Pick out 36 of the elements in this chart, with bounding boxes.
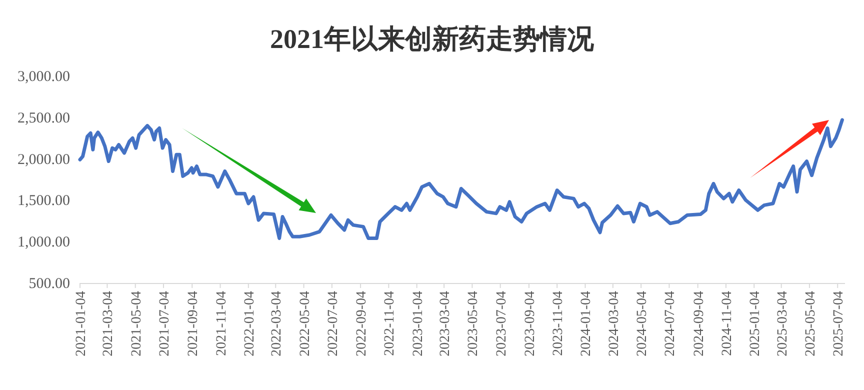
chart-title: 2021年以来创新药走势情况 bbox=[270, 24, 595, 54]
y-tick-label: 2,500.00 bbox=[18, 110, 70, 126]
y-tick-label: 2,000.00 bbox=[18, 152, 70, 168]
x-tick-label: 2022-03-04 bbox=[270, 291, 285, 356]
x-tick-label: 2022-09-04 bbox=[354, 291, 370, 356]
x-tick-label: 2023-09-04 bbox=[522, 291, 538, 356]
y-tick-label: 3,000.00 bbox=[18, 69, 70, 85]
x-tick-label: 2021-11-04 bbox=[214, 291, 230, 356]
x-tick-label: 2025-07-04 bbox=[832, 291, 847, 356]
x-tick-label: 2025-03-04 bbox=[775, 291, 790, 356]
x-tick-label: 2025-05-04 bbox=[803, 291, 818, 356]
x-tick-label: 2024-07-04 bbox=[663, 291, 678, 356]
x-tick-label: 2022-01-04 bbox=[242, 291, 258, 356]
x-tick-label: 2024-09-04 bbox=[692, 291, 707, 356]
x-tick-label: 2024-05-04 bbox=[635, 291, 650, 356]
y-tick-label: 1,000.00 bbox=[18, 234, 70, 251]
x-tick-label: 2024-01-04 bbox=[579, 291, 594, 356]
x-tick-label: 2021-01-04 bbox=[74, 291, 89, 356]
x-tick-label: 2021-07-04 bbox=[158, 291, 173, 356]
x-tick-label: 2021-09-04 bbox=[186, 291, 202, 356]
x-tick-label: 2021-03-04 bbox=[101, 291, 116, 356]
x-tick-label: 2025-01-04 bbox=[748, 291, 764, 356]
y-tick-label: 1,500.00 bbox=[18, 193, 70, 210]
x-tick-label: 2023-07-04 bbox=[494, 291, 510, 356]
line-series bbox=[78, 118, 844, 240]
x-tick-label: 2022-11-04 bbox=[382, 291, 398, 356]
y-tick-label: 500.00 bbox=[28, 276, 70, 292]
x-tick-label: 2022-07-04 bbox=[326, 291, 341, 356]
x-tick-label: 2023-01-04 bbox=[410, 291, 426, 356]
x-tick-label: 2023-11-04 bbox=[551, 291, 566, 356]
x-tick-label: 2022-05-04 bbox=[298, 291, 313, 356]
x-tick-label: 2021-05-04 bbox=[129, 291, 144, 356]
x-tick-label: 2023-05-04 bbox=[466, 291, 482, 356]
x-tick-label: 2023-03-04 bbox=[438, 291, 454, 356]
x-tick-label: 2024-11-04 bbox=[720, 291, 735, 356]
x-tick-label: 2024-03-04 bbox=[606, 291, 622, 356]
